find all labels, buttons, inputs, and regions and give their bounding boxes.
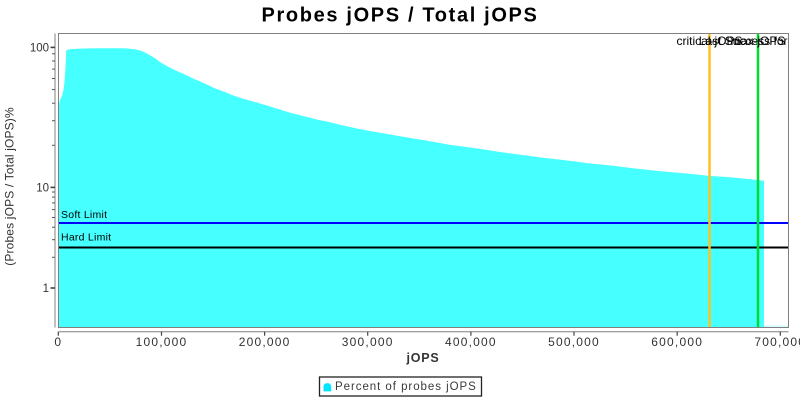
svg-text:500,000: 500,000: [548, 335, 600, 349]
svg-text:Last Success for: Last Success for: [699, 34, 788, 48]
svg-text:max-jOPS: max-jOPS: [731, 34, 786, 48]
svg-text:0: 0: [54, 335, 62, 349]
svg-text:100,000: 100,000: [136, 335, 188, 349]
svg-text:Soft Limit: Soft Limit: [61, 209, 107, 221]
svg-text:jOPS: jOPS: [405, 351, 439, 365]
svg-text:600,000: 600,000: [651, 335, 703, 349]
svg-text:Hard Limit: Hard Limit: [61, 232, 111, 244]
svg-text:400,000: 400,000: [445, 335, 497, 349]
svg-text:Percent of probes jOPS: Percent of probes jOPS: [335, 381, 477, 393]
svg-text:1: 1: [43, 283, 49, 295]
svg-text:200,000: 200,000: [239, 335, 291, 349]
svg-text:Probes jOPS / Total jOPS: Probes jOPS / Total jOPS: [261, 5, 538, 27]
svg-text:700,000: 700,000: [754, 335, 800, 349]
svg-text:100: 100: [30, 43, 49, 55]
svg-text:10: 10: [36, 183, 49, 195]
svg-text:(Probes jOPS / Total jOPS)%: (Probes jOPS / Total jOPS)%: [3, 107, 17, 266]
svg-text:300,000: 300,000: [342, 335, 394, 349]
svg-text:critical-jOPS: critical-jOPS: [676, 34, 742, 48]
